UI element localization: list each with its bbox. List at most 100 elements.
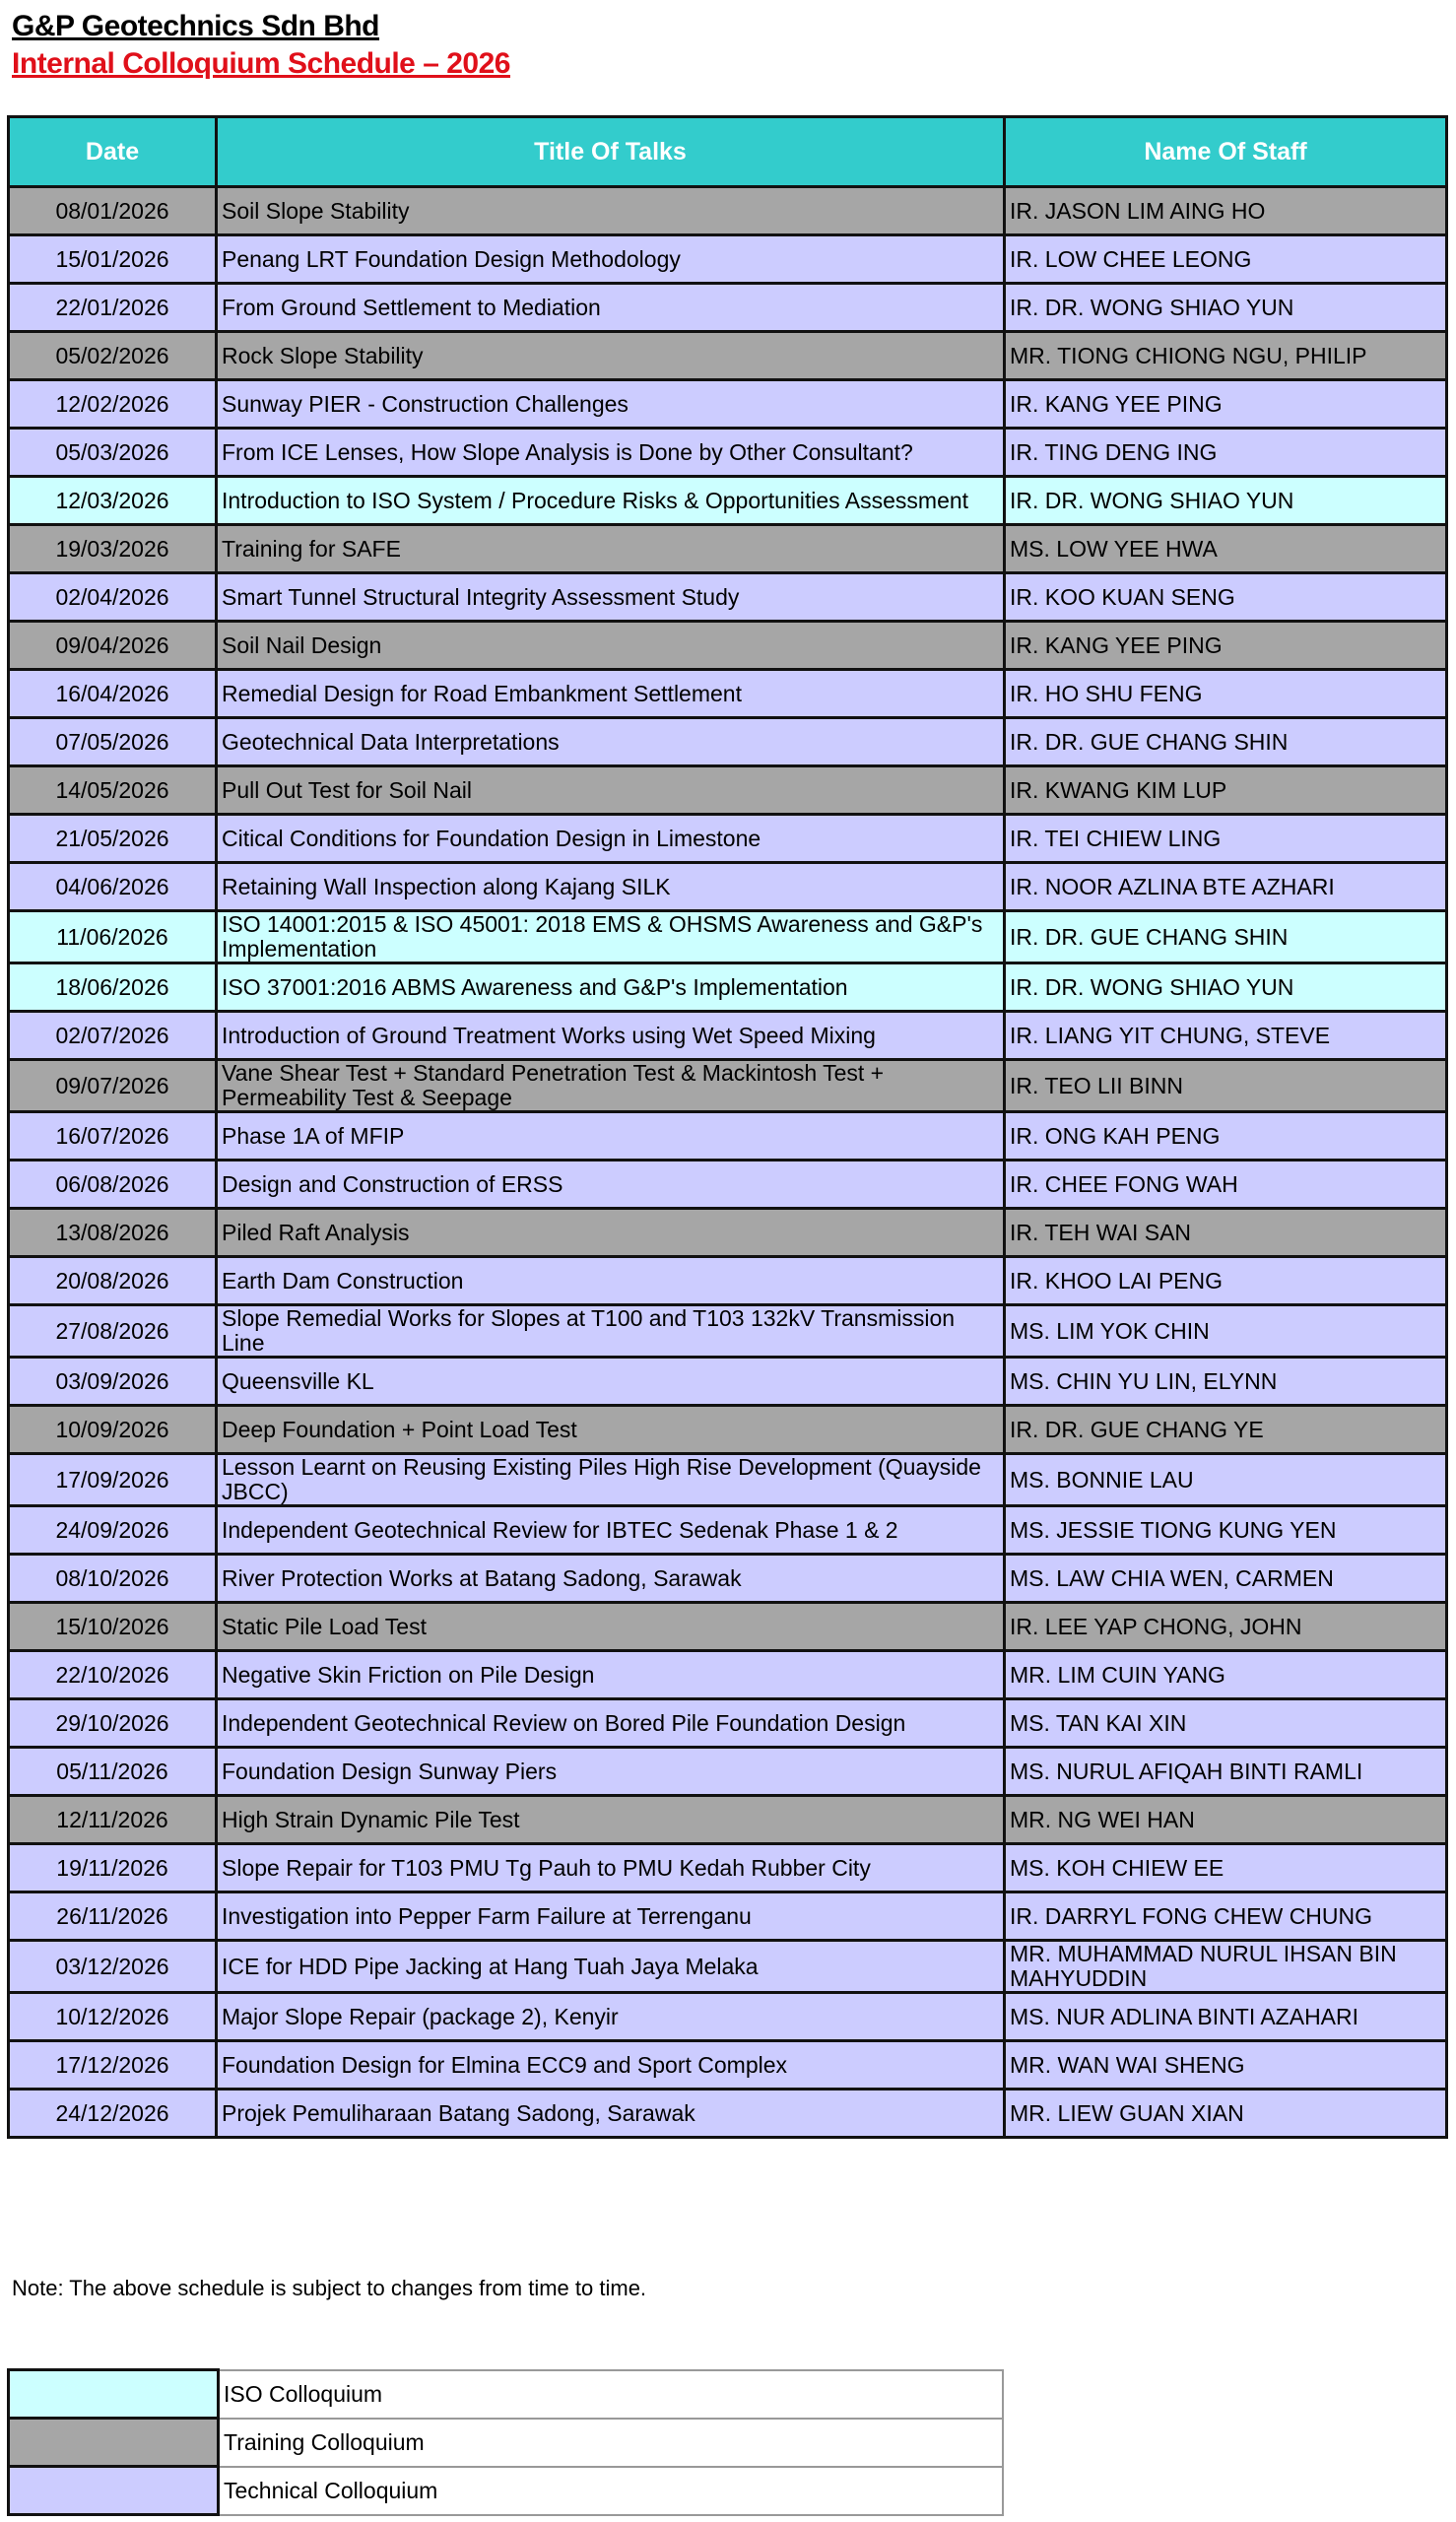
cell-date: 22/10/2026 [7, 1649, 218, 1700]
cell-date: 13/08/2026 [7, 1207, 218, 1258]
table-row: 29/10/2026 Independent Geotechnical Revie… [7, 1697, 1448, 1749]
cell-staff: IR. DR. WONG SHIAO YUN [1003, 282, 1448, 333]
cell-title: Design and Construction of ERSS [215, 1159, 1006, 1210]
cell-staff: IR. LIANG YIT CHUNG, STEVE [1003, 1010, 1448, 1061]
table-row: 09/07/2026 Vane Shear Test + Standard Pen… [7, 1058, 1448, 1113]
table-row: 19/03/2026 Training for SAFE MS. LOW YEE H… [7, 523, 1448, 574]
cell-title: Phase 1A of MFIP [215, 1110, 1006, 1161]
cell-title: Remedial Design for Road Embankment Sett… [215, 668, 1006, 719]
cell-staff: IR. HO SHU FENG [1003, 668, 1448, 719]
cell-staff: IR. LOW CHEE LEONG [1003, 233, 1448, 285]
cell-title: Piled Raft Analysis [215, 1207, 1006, 1258]
cell-date: 06/08/2026 [7, 1159, 218, 1210]
legend-label: ISO Colloquium [217, 2368, 1004, 2420]
cell-staff: MS. NURUL AFIQAH BINTI RAMLI [1003, 1746, 1448, 1797]
cell-date: 08/10/2026 [7, 1553, 218, 1604]
table-row: 17/09/2026 Lesson Learnt on Reusing Exist… [7, 1452, 1448, 1507]
table-row: 04/06/2026 Retaining Wall Inspection alon… [7, 861, 1448, 912]
cell-staff: IR. DR. WONG SHIAO YUN [1003, 962, 1448, 1013]
cell-title: Soil Nail Design [215, 620, 1006, 671]
cell-title: Introduction to ISO System / Procedure R… [215, 475, 1006, 526]
cell-title: Geotechnical Data Interpretations [215, 716, 1006, 767]
table-row: 09/04/2026 Soil Nail Design IR. KANG YEE P… [7, 620, 1448, 671]
table-row: 20/08/2026 Earth Dam Construction IR. KHOO… [7, 1255, 1448, 1306]
legend-item-training: Training Colloquium [7, 2417, 1004, 2468]
cell-title: Foundation Design Sunway Piers [215, 1746, 1006, 1797]
cell-staff: MS. TAN KAI XIN [1003, 1697, 1448, 1749]
cell-title: Pull Out Test for Soil Nail [215, 764, 1006, 816]
table-row: 17/12/2026 Foundation Design for Elmina E… [7, 2039, 1448, 2091]
cell-date: 21/05/2026 [7, 813, 218, 864]
cell-staff: MR. TIONG CHIONG NGU, PHILIP [1003, 330, 1448, 381]
cell-date: 16/07/2026 [7, 1110, 218, 1161]
cell-staff: IR. TEH WAI SAN [1003, 1207, 1448, 1258]
table-row: 11/06/2026 ISO 14001:2015 & ISO 45001: 20… [7, 909, 1448, 964]
cell-staff: IR. DR. GUE CHANG SHIN [1003, 909, 1448, 964]
company-name: G&P Geotechnics Sdn Bhd [12, 10, 380, 42]
legend-swatch [7, 2465, 220, 2516]
cell-date: 09/07/2026 [7, 1058, 218, 1113]
cell-date: 10/09/2026 [7, 1404, 218, 1455]
cell-title: From ICE Lenses, How Slope Analysis is D… [215, 427, 1006, 478]
table-row: 03/12/2026 ICE for HDD Pipe Jacking at Ha… [7, 1939, 1448, 1994]
cell-date: 17/12/2026 [7, 2039, 218, 2091]
table-row: 26/11/2026 Investigation into Pepper Farm… [7, 1891, 1448, 1942]
cell-staff: MR. NG WEI HAN [1003, 1794, 1448, 1845]
legend-label: Technical Colloquium [217, 2465, 1004, 2516]
table-row: 10/09/2026 Deep Foundation + Point Load T… [7, 1404, 1448, 1455]
schedule-note: Note: The above schedule is subject to c… [12, 2276, 647, 2300]
table-row: 05/02/2026 Rock Slope Stability MR. TIONG … [7, 330, 1448, 381]
cell-staff: MR. WAN WAI SHENG [1003, 2039, 1448, 2091]
table-row: 21/05/2026 Citical Conditions for Foundat… [7, 813, 1448, 864]
table-row: 16/07/2026 Phase 1A of MFIP IR. ONG KAH PE… [7, 1110, 1448, 1161]
cell-date: 11/06/2026 [7, 909, 218, 964]
cell-date: 19/03/2026 [7, 523, 218, 574]
cell-title: Investigation into Pepper Farm Failure a… [215, 1891, 1006, 1942]
cell-date: 12/03/2026 [7, 475, 218, 526]
cell-staff: IR. DR. WONG SHIAO YUN [1003, 475, 1448, 526]
table-row: 19/11/2026 Slope Repair for T103 PMU Tg P… [7, 1842, 1448, 1893]
table-row: 06/08/2026 Design and Construction of ERS… [7, 1159, 1448, 1210]
cell-staff: MS. LAW CHIA WEN, CARMEN [1003, 1553, 1448, 1604]
table-row: 12/02/2026 Sunway PIER - Construction Cha… [7, 378, 1448, 430]
cell-staff: MS. JESSIE TIONG KUNG YEN [1003, 1504, 1448, 1556]
cell-title: Foundation Design for Elmina ECC9 and Sp… [215, 2039, 1006, 2091]
cell-title: Introduction of Ground Treatment Works u… [215, 1010, 1006, 1061]
table-row: 24/09/2026 Independent Geotechnical Revi… [7, 1504, 1448, 1556]
table-row: 08/01/2026 Soil Slope Stability IR. JASON … [7, 185, 1448, 236]
table-row: 27/08/2026 Slope Remedial Works for Slope… [7, 1303, 1448, 1359]
table-row: 15/10/2026 Static Pile Load Test IR. LEE Y… [7, 1601, 1448, 1652]
cell-title: ISO 14001:2015 & ISO 45001: 2018 EMS & O… [215, 909, 1006, 964]
cell-staff: MR. MUHAMMAD NURUL IHSAN BIN MAHYUDDIN [1003, 1939, 1448, 1994]
table-row: 22/01/2026 From Ground Settlement to Medi… [7, 282, 1448, 333]
table-row: 14/05/2026 Pull Out Test for Soil Nail IR.… [7, 764, 1448, 816]
cell-staff: IR. DARRYL FONG CHEW CHUNG [1003, 1891, 1448, 1942]
cell-date: 22/01/2026 [7, 282, 218, 333]
cell-staff: IR. KANG YEE PING [1003, 378, 1448, 430]
column-header-staff: Name Of Staff [1003, 115, 1448, 188]
cell-date: 26/11/2026 [7, 1891, 218, 1942]
cell-title: Lesson Learnt on Reusing Existing Piles … [215, 1452, 1006, 1507]
table-row: 15/01/2026 Penang LRT Foundation Design M… [7, 233, 1448, 285]
cell-date: 15/10/2026 [7, 1601, 218, 1652]
table-row: 02/04/2026 Smart Tunnel Structural Integr… [7, 571, 1448, 623]
table-row: 02/07/2026 Introduction of Ground Treatme… [7, 1010, 1448, 1061]
cell-date: 17/09/2026 [7, 1452, 218, 1507]
table-row: 16/04/2026 Remedial Design for Road Emban… [7, 668, 1448, 719]
cell-date: 16/04/2026 [7, 668, 218, 719]
legend-swatch [7, 2368, 220, 2420]
cell-date: 03/09/2026 [7, 1356, 218, 1407]
cell-staff: IR. TEI CHIEW LING [1003, 813, 1448, 864]
cell-date: 03/12/2026 [7, 1939, 218, 1994]
cell-title: Deep Foundation + Point Load Test [215, 1404, 1006, 1455]
cell-title: Slope Remedial Works for Slopes at T100 … [215, 1303, 1006, 1359]
cell-date: 12/11/2026 [7, 1794, 218, 1845]
cell-title: Training for SAFE [215, 523, 1006, 574]
cell-title: Slope Repair for T103 PMU Tg Pauh to PMU… [215, 1842, 1006, 1893]
legend-swatch [7, 2417, 220, 2468]
cell-date: 02/07/2026 [7, 1010, 218, 1061]
cell-staff: IR. JASON LIM AING HO [1003, 185, 1448, 236]
table-row: 05/11/2026 Foundation Design Sunway Piers… [7, 1746, 1448, 1797]
column-header-date: Date [7, 115, 218, 188]
cell-staff: IR. NOOR AZLINA BTE AZHARI [1003, 861, 1448, 912]
